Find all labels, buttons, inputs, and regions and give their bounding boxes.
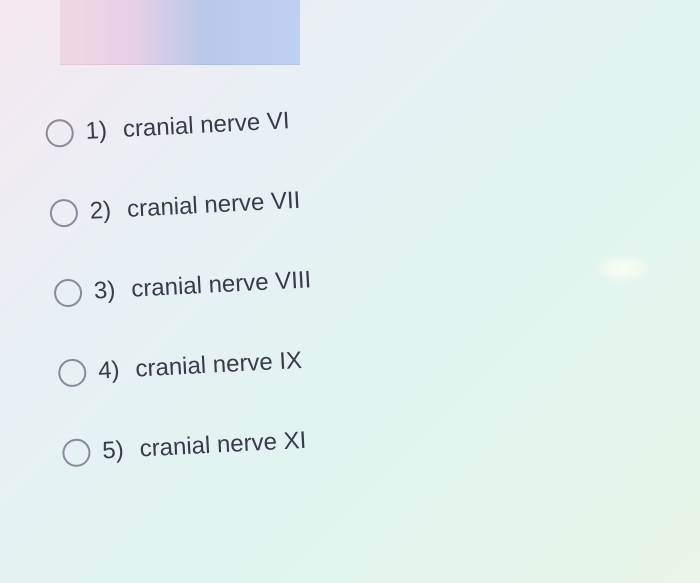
screen-glare [595, 255, 650, 283]
option-row[interactable]: 5) cranial nerve XI [62, 426, 321, 467]
radio-button[interactable] [49, 198, 78, 227]
option-number: 5) [102, 436, 125, 465]
option-row[interactable]: 4) cranial nerve IX [58, 346, 317, 387]
option-number: 1) [85, 117, 108, 146]
option-label: cranial nerve IX [135, 347, 303, 384]
option-row[interactable]: 3) cranial nerve VIII [53, 266, 312, 307]
option-number: 4) [98, 356, 121, 385]
option-label: cranial nerve XI [139, 427, 307, 464]
option-label: cranial nerve VIII [131, 266, 312, 303]
radio-button[interactable] [45, 119, 74, 148]
option-label: cranial nerve VII [126, 187, 301, 224]
option-row[interactable]: 1) cranial nerve VI [45, 107, 304, 148]
option-row[interactable]: 2) cranial nerve VII [49, 186, 308, 227]
options-list: 1) cranial nerve VI 2) cranial nerve VII… [45, 107, 323, 520]
option-number: 2) [89, 197, 112, 226]
option-label: cranial nerve VI [122, 107, 290, 144]
radio-button[interactable] [58, 358, 87, 387]
radio-button[interactable] [62, 438, 91, 467]
question-image-placeholder [60, 0, 300, 65]
option-number: 3) [93, 277, 116, 306]
radio-button[interactable] [53, 278, 82, 307]
